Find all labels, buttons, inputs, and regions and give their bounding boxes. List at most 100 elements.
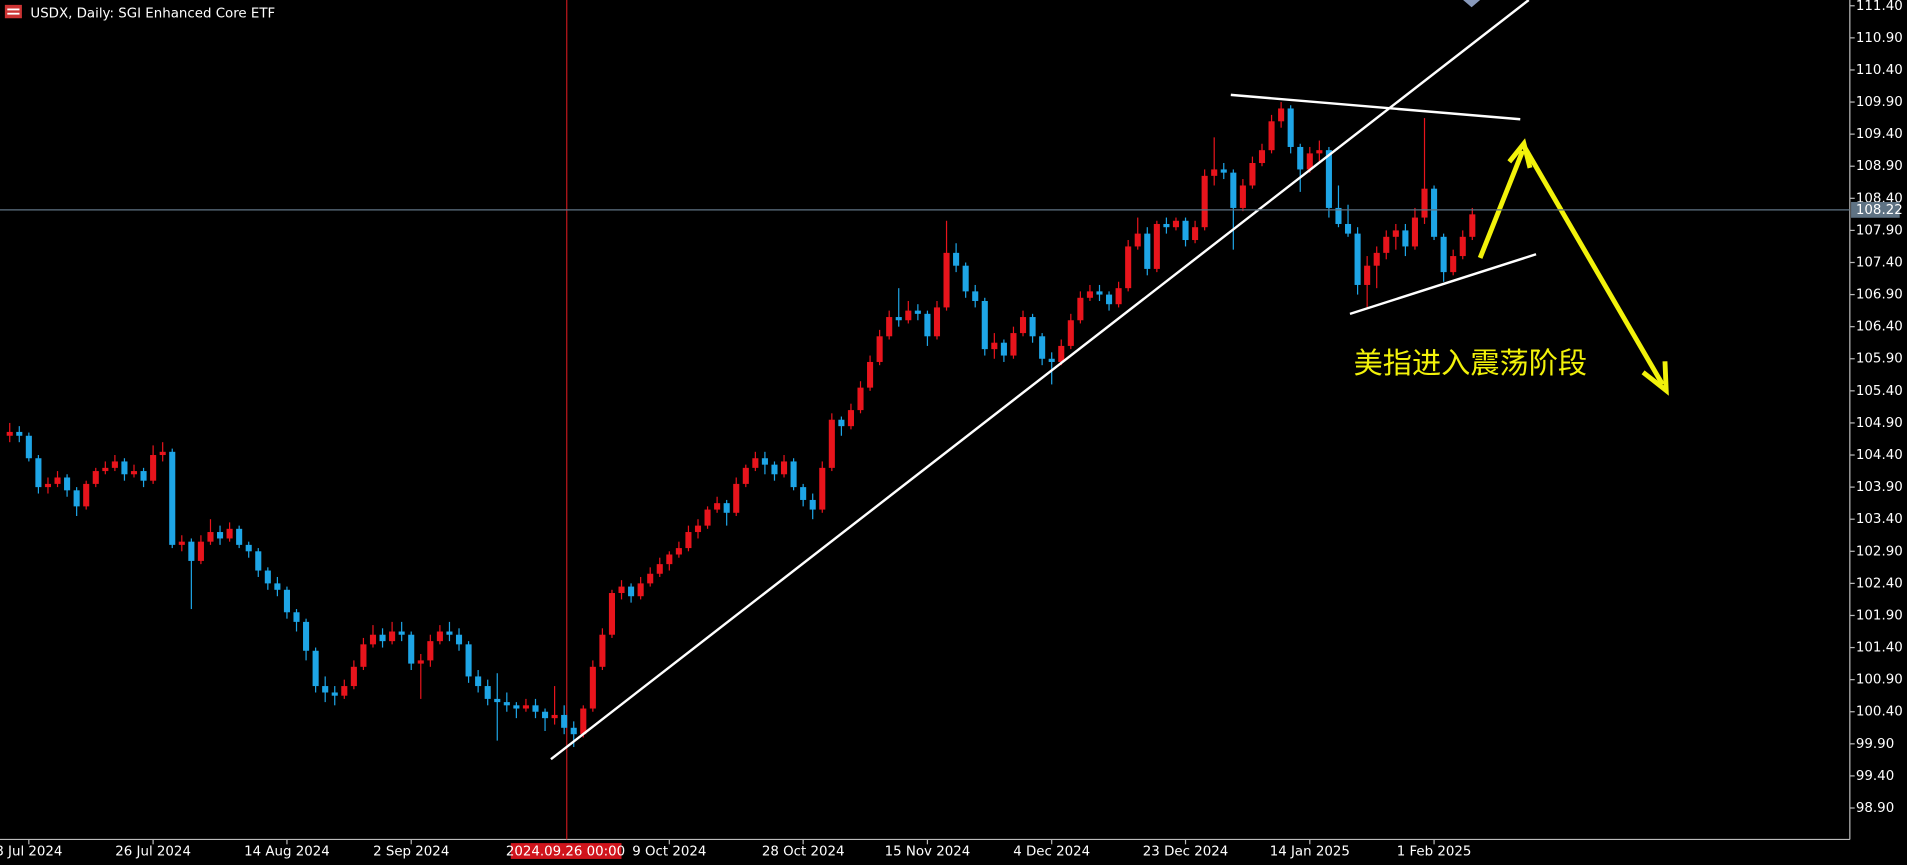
candle-body <box>618 586 625 594</box>
y-tick-label: 98.90 <box>1856 801 1894 816</box>
x-tick-label: 28 Oct 2024 <box>762 845 845 860</box>
candle-body <box>1115 288 1122 305</box>
candle-body <box>685 532 692 549</box>
candle-body <box>1306 153 1313 170</box>
candle-body <box>694 525 702 533</box>
candle-body <box>857 387 864 411</box>
candle-body <box>389 631 396 642</box>
candle-body <box>522 705 529 709</box>
candle-body <box>1096 291 1103 295</box>
candle-body <box>1258 150 1266 164</box>
candle-body <box>264 570 271 584</box>
candle-body <box>1411 217 1418 247</box>
candle-body <box>6 431 13 436</box>
candle-body <box>341 686 348 696</box>
arrow <box>1477 138 1669 396</box>
candle-body <box>828 419 835 468</box>
candle-body <box>1134 233 1141 247</box>
y-tick-label: 107.90 <box>1856 223 1903 238</box>
x-tick-label: 1 Feb 2025 <box>1397 845 1472 860</box>
candle-body <box>905 310 912 321</box>
candle-body <box>436 631 443 642</box>
candle-body <box>838 419 845 427</box>
candle-body <box>226 528 233 539</box>
candle-body <box>503 702 510 706</box>
candle-body <box>1153 223 1160 269</box>
candle-body <box>360 644 367 667</box>
last-price-box <box>1851 201 1900 218</box>
candle-body <box>1450 256 1457 273</box>
candle-body <box>159 451 166 456</box>
candle-body <box>102 467 109 472</box>
candle-body <box>207 532 214 542</box>
candle-body <box>1077 297 1084 321</box>
candle-body <box>924 313 931 337</box>
candle-body <box>1201 175 1208 228</box>
candle-body <box>1316 150 1323 154</box>
candle-body <box>150 455 157 481</box>
candle-body <box>1278 108 1285 122</box>
candle-body <box>83 483 90 507</box>
candle-body <box>953 252 960 266</box>
candle-body <box>637 583 644 597</box>
candle-body <box>914 310 921 314</box>
candle-body <box>580 708 587 735</box>
y-tick-label: 104.40 <box>1856 448 1903 463</box>
candle-body <box>704 509 711 526</box>
candle-body <box>608 593 616 635</box>
candle-body <box>379 634 386 642</box>
candle-body <box>1019 317 1027 334</box>
candle-body <box>1325 150 1332 208</box>
y-tick-label: 102.90 <box>1856 544 1903 559</box>
candle-body <box>1010 333 1017 356</box>
candle-body <box>303 621 310 651</box>
annotation: 美指进入震荡阶段 <box>1354 346 1587 380</box>
candle-body <box>255 551 262 571</box>
candle-body <box>35 458 42 488</box>
candle-body <box>886 317 893 337</box>
icon <box>7 8 20 11</box>
candle-body <box>1354 233 1361 285</box>
candle-body <box>111 461 118 468</box>
candle-body <box>1220 169 1227 173</box>
candle-body <box>1364 265 1371 285</box>
trend-line <box>1349 253 1537 316</box>
x-tick-label: 14 Aug 2024 <box>244 845 330 860</box>
candle-body <box>64 477 71 491</box>
candle-body <box>121 461 128 475</box>
candle-body <box>933 307 941 337</box>
x-tick-label: 8 Jul 2024 <box>0 845 62 860</box>
candle-body <box>1392 230 1399 237</box>
candle-body <box>790 461 797 488</box>
candle-body <box>73 490 80 507</box>
candle-body <box>465 644 472 677</box>
candle-body <box>1373 252 1380 266</box>
y-tick-label: 109.40 <box>1856 127 1903 142</box>
y-tick-label: 110.90 <box>1856 31 1903 46</box>
candle-body <box>293 612 300 622</box>
y-tick-label: 103.40 <box>1856 512 1903 527</box>
candle-body <box>322 686 329 693</box>
y-tick-label: 101.40 <box>1856 641 1903 656</box>
chart-title: USDX, Daily: SGI Enhanced Core ETF <box>30 6 275 21</box>
candle-body <box>92 471 99 484</box>
icon <box>7 12 20 15</box>
candle-body <box>1268 121 1275 151</box>
candle-body <box>178 541 185 545</box>
candle-body <box>761 458 768 465</box>
candle-body <box>771 464 778 475</box>
candle-body <box>197 541 204 561</box>
candle-body <box>599 634 606 667</box>
candle-body <box>331 692 338 696</box>
candle-body <box>1086 291 1093 298</box>
candle-body <box>991 342 998 350</box>
y-tick-label: 109.90 <box>1856 95 1903 110</box>
candle-body <box>446 631 453 635</box>
candle-body <box>800 487 807 500</box>
y-tick-label: 108.90 <box>1856 159 1903 174</box>
candle-body <box>140 471 147 481</box>
x-tick-label: 23 Dec 2024 <box>1143 845 1228 860</box>
